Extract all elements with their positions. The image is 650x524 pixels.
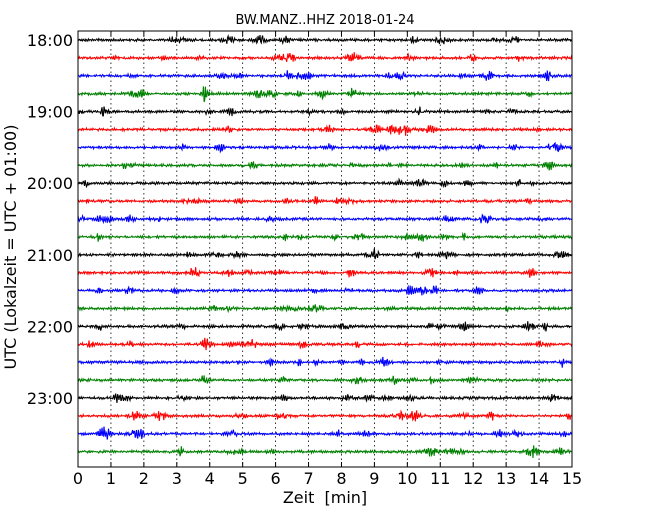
x-tick-label: 7 xyxy=(303,469,313,488)
seismogram-trace xyxy=(77,409,573,422)
x-tick-label: 10 xyxy=(397,469,417,488)
seismogram-trace xyxy=(77,356,573,368)
y-tick-label: 21:00 xyxy=(27,246,73,265)
seismogram-trace xyxy=(77,231,573,242)
seismogram-trace xyxy=(77,426,573,440)
seismogram-trace xyxy=(77,52,573,62)
x-tick-label: 9 xyxy=(369,469,379,488)
x-tick-label: 12 xyxy=(463,469,483,488)
seismogram-trace xyxy=(77,337,573,351)
y-tick-label: 22:00 xyxy=(27,317,73,336)
seismogram-trace xyxy=(77,196,573,206)
seismogram-trace xyxy=(77,177,573,189)
seismogram-trace xyxy=(77,284,573,296)
seismogram-trace xyxy=(77,124,573,136)
chart-title: BW.MANZ..HHZ 2018-01-24 xyxy=(235,13,414,28)
seismogram-trace xyxy=(77,213,573,225)
plot-frame xyxy=(77,30,573,468)
seismogram-trace xyxy=(77,321,573,332)
seismogram-trace xyxy=(77,445,573,458)
x-tick-label: 1 xyxy=(106,469,116,488)
y-tick-label: 23:00 xyxy=(27,389,73,408)
y-axis-label: UTC (Lokalzeit = UTC + 01:00) xyxy=(1,125,20,370)
y-tick-label: 19:00 xyxy=(27,103,73,122)
seismogram-trace xyxy=(77,267,573,278)
x-tick-label: 2 xyxy=(139,469,149,488)
x-tick-label: 8 xyxy=(336,469,346,488)
x-tick-label: 15 xyxy=(562,469,582,488)
x-axis-label: Zeit [min] xyxy=(283,488,367,507)
x-tick-label: 5 xyxy=(238,469,248,488)
y-tick-label: 18:00 xyxy=(27,31,73,50)
x-tick-label: 3 xyxy=(172,469,182,488)
seismogram-trace xyxy=(77,161,573,171)
seismogram-traces xyxy=(77,33,573,458)
seismogram-trace xyxy=(77,304,573,314)
x-tick-label: 6 xyxy=(271,469,281,488)
y-axis: 18:00 19:00 20:00 21:00 22:00 23:00 xyxy=(27,31,572,408)
x-axis: 0 1 2 3 4 5 6 7 8 9 10 11 12 13 14 15 xyxy=(73,31,582,488)
x-tick-label: 13 xyxy=(496,469,516,488)
seismogram-trace xyxy=(77,106,573,117)
vertical-grid xyxy=(110,31,540,467)
y-tick-label: 20:00 xyxy=(27,174,73,193)
seismogram-trace xyxy=(77,393,573,403)
x-tick-label: 14 xyxy=(529,469,549,488)
x-tick-label: 4 xyxy=(205,469,215,488)
seismogram-trace xyxy=(77,141,573,154)
seismogram-trace xyxy=(77,248,573,260)
x-tick-label: 0 xyxy=(73,469,83,488)
seismogram-trace xyxy=(77,70,573,82)
seismogram-trace xyxy=(77,375,573,385)
x-tick-label: 11 xyxy=(430,469,450,488)
seismogram-trace xyxy=(77,86,573,103)
seismogram-trace xyxy=(77,33,573,46)
